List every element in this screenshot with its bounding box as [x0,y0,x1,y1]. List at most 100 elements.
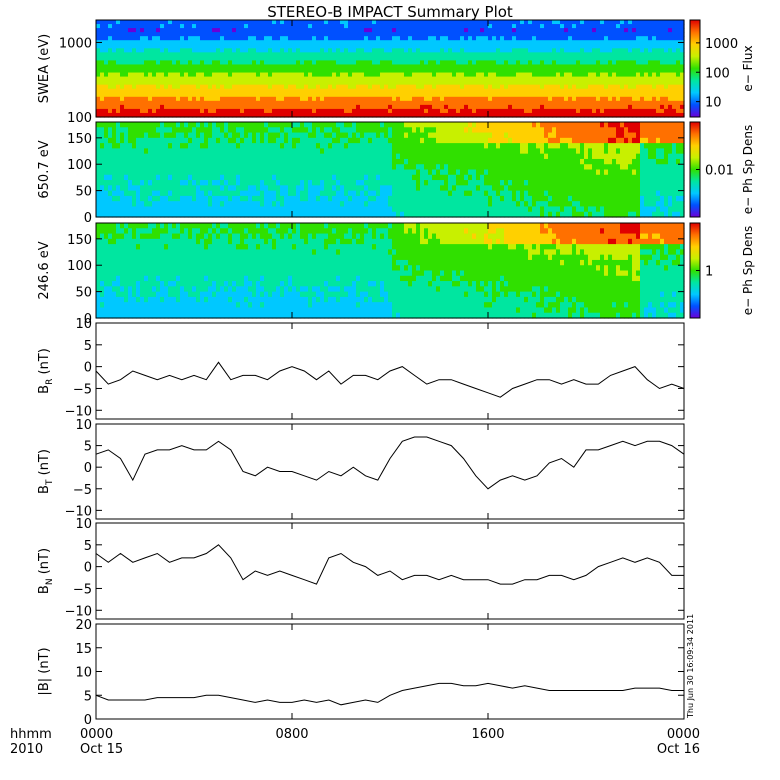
heatmap-cell [108,20,113,25]
heatmap-cell [508,20,513,25]
heatmap-cell [644,52,649,57]
heatmap-cell [324,84,329,90]
heatmap-cell [524,88,529,94]
heatmap-cell [272,56,277,62]
heatmap-cell [104,44,109,49]
heatmap-cell [536,76,541,82]
heatmap-cell [652,84,657,90]
heatmap-cell [600,84,605,90]
heatmap-cell [276,169,281,176]
heatmap-cell [452,48,457,53]
heatmap-cell [360,211,365,218]
heatmap-cell [488,52,493,57]
heatmap-cell [576,108,581,114]
heatmap-cell [316,148,321,155]
heatmap-cell [404,127,409,134]
heatmap-cell [372,143,377,149]
heatmap-cell [132,92,137,98]
heatmap-cell [392,40,397,45]
heatmap-cell [260,201,265,208]
heatmap-cell [200,72,205,78]
heatmap-cell [596,84,601,90]
heatmap-cell [224,80,229,86]
heatmap-cell [336,72,341,78]
heatmap-cell [212,88,217,94]
heatmap-cell [644,72,649,78]
heatmap-cell [248,92,253,98]
heatmap-cell [236,72,241,78]
heatmap-cell [632,84,637,90]
heatmap-cell [240,44,245,49]
heatmap-cell [276,127,281,134]
heatmap-cell [272,92,277,98]
heatmap-cell [508,80,513,86]
heatmap-cell [160,148,165,155]
heatmap-cell [376,169,381,176]
heatmap-cell [656,92,661,98]
heatmap-cell [112,72,117,78]
heatmap-cell [532,108,537,114]
heatmap-cell [192,112,197,118]
heatmap-cell [344,88,349,94]
heatmap-cell [336,44,341,49]
heatmap-cell [284,76,289,82]
heatmap-cell [184,137,189,144]
heatmap-cell [404,84,409,90]
heatmap-cell [324,104,329,110]
heatmap-cell [276,56,281,62]
heatmap-cell [144,206,149,213]
heatmap-cell [108,96,113,102]
heatmap-cell [320,169,325,176]
heatmap-cell [384,104,389,110]
heatmap-cell [428,60,433,66]
heatmap-cell [252,185,257,192]
heatmap-cell [556,52,561,57]
heatmap-cell [268,206,273,213]
heatmap-cell [224,122,229,128]
heatmap-cell [244,84,249,90]
heatmap-cell [108,28,113,33]
heatmap-cell [96,32,101,37]
heatmap-cell [300,68,305,74]
heatmap-cell [136,158,141,165]
heatmap-cell [244,92,249,98]
heatmap-cell [120,88,125,94]
heatmap-cell [340,148,345,155]
heatmap-cell [376,195,381,202]
heatmap-cell [500,104,505,110]
heatmap-cell [520,64,525,70]
heatmap-cell [328,201,333,208]
heatmap-cell [680,64,685,70]
heatmap-cell [308,137,313,144]
heatmap-cell [480,36,485,41]
heatmap-cell [236,153,241,160]
heatmap-cell [628,56,633,62]
heatmap-cell [188,100,193,106]
heatmap-cell [320,127,325,134]
heatmap-cell [356,153,361,160]
heatmap-cell [104,158,109,165]
heatmap-cell [200,153,205,160]
heatmap-cell [308,195,313,202]
heatmap-cell [356,88,361,94]
heatmap-cell [232,132,237,139]
heatmap-cell [164,153,169,160]
heatmap-cell [620,92,625,98]
heatmap-cell [248,174,253,181]
heatmap-cell [144,32,149,37]
heatmap-cell [592,40,597,45]
heatmap-cell [180,206,185,213]
heatmap-cell [424,28,429,33]
heatmap-cell [680,24,685,29]
heatmap-cell [392,201,397,208]
heatmap-cell [128,100,133,106]
heatmap-cell [412,28,417,33]
heatmap-cell [372,127,377,134]
heatmap-cell [328,206,333,213]
heatmap-cell [112,84,117,90]
heatmap-cell [300,132,305,139]
heatmap-cell [216,211,221,218]
heatmap-cell [408,127,413,134]
heatmap-cell [408,137,413,144]
heatmap-cell [284,64,289,70]
